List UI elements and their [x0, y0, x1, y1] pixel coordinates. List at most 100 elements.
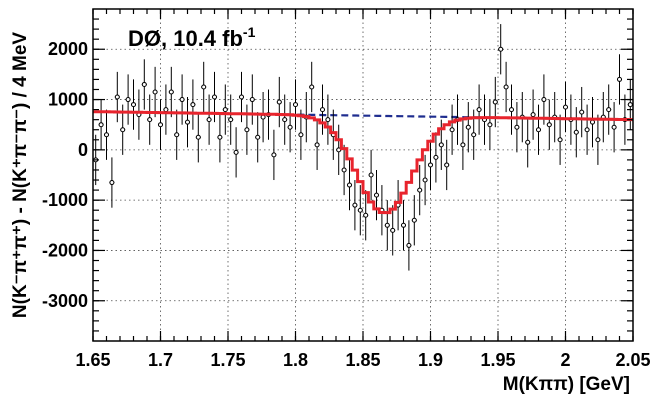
data-point	[104, 132, 109, 138]
y-tick-label: -2000	[42, 240, 88, 260]
data-point	[357, 207, 363, 213]
data-point	[563, 104, 568, 110]
data-point	[514, 124, 520, 130]
total-fit-layer	[93, 110, 633, 215]
data-point	[595, 137, 601, 143]
data-point	[428, 162, 433, 168]
data-point	[374, 192, 379, 198]
x-tick-label: 1.8	[283, 350, 308, 370]
data-point	[325, 117, 331, 123]
x-tick-label: 1.95	[480, 350, 515, 370]
data-point	[98, 122, 104, 128]
data-point	[109, 180, 115, 186]
data-point	[384, 222, 390, 228]
background-fit-layer	[275, 113, 497, 119]
y-tick-label: 2000	[48, 39, 88, 59]
data-point	[287, 124, 293, 130]
data-point	[114, 94, 120, 100]
data-point	[406, 242, 412, 248]
x-tick-label: 2.05	[615, 350, 650, 370]
data-point	[422, 177, 428, 183]
data-point	[525, 139, 531, 145]
data-point	[222, 107, 228, 113]
data-point	[249, 97, 255, 103]
data-point	[244, 127, 250, 133]
data-point	[433, 154, 439, 160]
data-point	[255, 134, 261, 140]
x-tick-label: 1.7	[148, 350, 173, 370]
data-point	[465, 124, 471, 130]
data-point	[606, 107, 612, 113]
data-point	[168, 89, 174, 95]
data-point	[411, 217, 417, 223]
data-point	[487, 122, 493, 128]
data-point	[509, 107, 514, 113]
total-fit-line	[93, 110, 633, 215]
data-point	[417, 187, 423, 193]
data-point	[573, 129, 579, 135]
data-point	[617, 76, 622, 82]
x-tick-label: 1.9	[418, 350, 443, 370]
data-point	[471, 132, 477, 138]
chart-title: DØ, 10.4 fb-1	[128, 24, 256, 51]
data-point	[309, 84, 315, 90]
data-point	[131, 102, 136, 108]
data-point	[368, 172, 374, 178]
data-point	[627, 102, 633, 108]
data-point	[212, 94, 217, 100]
data-point	[152, 89, 158, 95]
data-point	[320, 107, 325, 113]
data-point	[201, 84, 207, 90]
data-point	[141, 81, 147, 87]
data-point	[363, 212, 369, 218]
data-point	[498, 46, 504, 52]
data-point	[239, 94, 244, 100]
data-point	[158, 122, 163, 128]
x-tick-label: 1.85	[345, 350, 380, 370]
data-point	[401, 222, 406, 228]
data-point	[438, 142, 444, 148]
y-axis-label: N(K⁻π⁺π⁺) - N(K⁺π⁻π⁻) / 4 MeV	[10, 32, 31, 319]
data-point	[530, 112, 536, 118]
x-tick-labels: 1.65 1.7 1.75 1.8 1.85 1.9 1.95 2 2.05	[75, 350, 650, 370]
x-tick-label: 2	[560, 350, 570, 370]
grid	[93, 9, 633, 341]
data-point	[314, 142, 320, 148]
data-point	[352, 202, 358, 208]
data-point	[260, 114, 266, 120]
data-point	[190, 102, 196, 108]
data-point	[611, 124, 617, 130]
x-axis-label: M(Kππ) [GeV]	[503, 374, 630, 395]
data-point	[185, 119, 190, 125]
x-tick-label: 1.65	[75, 350, 110, 370]
data-point	[541, 97, 547, 103]
data-point	[125, 97, 131, 103]
data-point	[584, 127, 590, 133]
y-tick-label: -3000	[42, 291, 88, 311]
data-point	[120, 127, 126, 133]
data-point	[276, 99, 282, 105]
data-point	[233, 149, 239, 155]
data-point	[217, 134, 223, 140]
data-point	[293, 102, 298, 108]
data-point	[271, 152, 277, 158]
data-point	[590, 119, 595, 125]
data-point	[298, 132, 304, 138]
data-point	[179, 97, 185, 103]
data-point	[444, 162, 450, 168]
y-tick-label: 1000	[48, 90, 88, 110]
data-point	[341, 167, 347, 173]
y-tick-label: 0	[78, 140, 88, 160]
data-point	[557, 137, 563, 143]
data-point	[492, 99, 498, 105]
data-point	[228, 117, 234, 123]
y-tick-label: -1000	[42, 190, 88, 210]
data-point	[460, 142, 466, 148]
data-point	[546, 122, 552, 128]
data-point	[163, 107, 169, 113]
y-tick-labels: 2000 1000 0 -1000 -2000 -3000	[42, 39, 88, 311]
data-point	[147, 117, 153, 123]
x-tick-label: 1.75	[210, 350, 245, 370]
data-point	[282, 117, 288, 123]
